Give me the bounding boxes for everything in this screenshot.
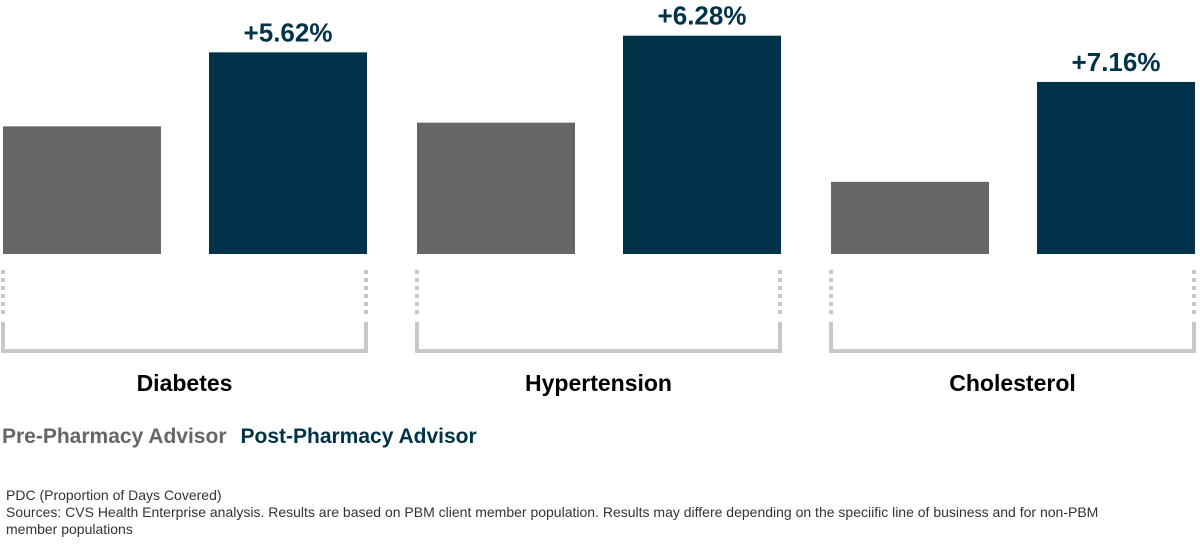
data-label-cholesterol: +7.16% xyxy=(1072,47,1161,77)
bar-pre-diabetes xyxy=(3,126,161,254)
footnote-pdc: PDC (Proportion of Days Covered) xyxy=(6,487,222,503)
data-label-hypertension: +6.28% xyxy=(658,1,747,31)
bar-post-diabetes xyxy=(209,52,367,254)
legend: Pre-Pharmacy Advisor Post-Pharmacy Adviso… xyxy=(2,425,491,449)
bar-pre-cholesterol xyxy=(831,181,989,254)
data-label-diabetes: +5.62% xyxy=(244,17,333,47)
footnote-sources: Sources: CVS Health Enterprise analysis.… xyxy=(6,504,1099,537)
bar-post-hypertension xyxy=(623,35,781,255)
footnote: PDC (Proportion of Days Covered) Sources… xyxy=(6,487,1106,538)
bar-post-cholesterol xyxy=(1037,81,1195,254)
category-label-diabetes: Diabetes xyxy=(137,370,233,396)
category-label-hypertension: Hypertension xyxy=(525,370,672,396)
category-label-cholesterol: Cholesterol xyxy=(949,370,1076,396)
legend-post: Post-Pharmacy Advisor xyxy=(240,425,477,448)
bar-pre-hypertension xyxy=(417,122,575,255)
bar-chart: +5.62% Diabetes +6.28% Hypertension +7.16% Ch… xyxy=(1,1,1196,396)
legend-pre: Pre-Pharmacy Advisor xyxy=(2,425,227,448)
